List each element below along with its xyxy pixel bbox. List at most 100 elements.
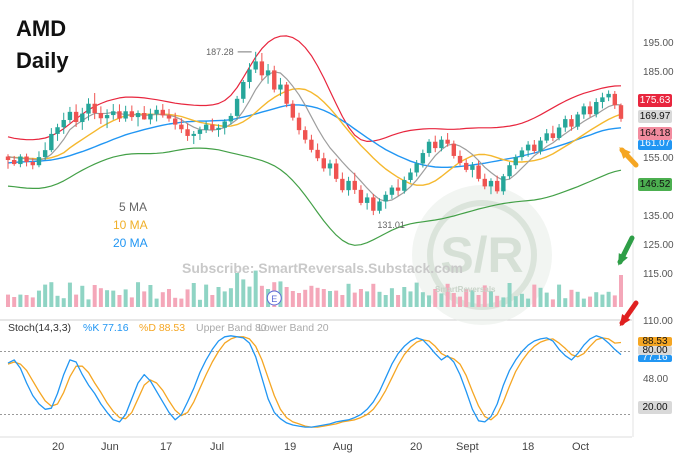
price-tick-185: 185.00	[643, 67, 674, 78]
low-label: 131.01	[377, 220, 405, 230]
x-label-oct: Oct	[572, 441, 590, 453]
candle-body	[296, 117, 302, 131]
candle-body	[166, 115, 172, 119]
volume-bar	[358, 289, 363, 307]
stoch-k-legend: %K 77.16	[83, 322, 129, 334]
red-arrow	[619, 300, 639, 327]
candle-body	[352, 180, 357, 190]
stoch-tick-110: 110.00	[643, 316, 673, 327]
candle-body	[525, 144, 531, 151]
volume-bar	[396, 295, 401, 307]
volume-bar	[538, 287, 543, 307]
volume-bar	[352, 292, 357, 307]
volume-bar	[575, 291, 580, 307]
candle-body	[538, 140, 543, 152]
volume-bar	[458, 296, 463, 307]
stoch-d-line	[7, 336, 622, 428]
candle-body	[42, 150, 48, 158]
volume-bar	[600, 294, 605, 307]
volume-bar	[297, 293, 302, 307]
volume-bar	[67, 282, 72, 307]
volume-bar	[377, 291, 382, 307]
volume-bar	[532, 284, 537, 307]
volume-bar	[80, 285, 85, 307]
volume-bar	[557, 284, 562, 307]
volume-bar	[12, 297, 17, 307]
candle-body	[408, 172, 413, 181]
volume-bar	[210, 295, 215, 307]
ma10-line	[7, 87, 622, 186]
volume-bar	[383, 295, 388, 307]
candle-body	[253, 61, 258, 70]
lower-bollinger-band	[7, 147, 622, 246]
volume-bar	[222, 291, 227, 307]
x-label-17-jun: 17	[160, 441, 173, 453]
volume-bar	[476, 295, 481, 307]
volume-bar	[185, 289, 190, 307]
candle-body	[86, 103, 91, 114]
candle-body	[414, 163, 419, 173]
x-label-sept: Sept	[456, 441, 479, 453]
moving-averages	[7, 71, 622, 202]
candle-body	[55, 127, 60, 134]
watermark-monogram: S/R	[440, 227, 523, 283]
candle-body	[464, 162, 469, 170]
volume-bar	[389, 288, 394, 307]
volume-bar	[61, 298, 66, 307]
candle-body	[142, 113, 147, 120]
volume-bar	[18, 294, 23, 307]
candle-body	[247, 69, 252, 82]
volume-bar	[105, 290, 110, 307]
volume-bar	[439, 293, 444, 307]
candle-body	[228, 115, 234, 122]
candle-body	[569, 119, 574, 127]
volume-bar	[30, 297, 35, 307]
candle-body	[600, 97, 605, 102]
bollinger-bands	[7, 35, 622, 246]
volume-bar	[526, 298, 531, 307]
volume-bar	[488, 291, 493, 307]
x-label-jun: Jun	[101, 441, 119, 453]
ticker-title: AMD	[16, 16, 67, 41]
volume-bar	[427, 295, 432, 307]
volume-bar	[166, 289, 171, 307]
green-arrow-head	[618, 253, 628, 266]
volume-bar	[197, 299, 202, 307]
candle-body	[30, 162, 35, 166]
candle-body	[451, 143, 457, 156]
volume-bar	[24, 295, 29, 307]
candle-body	[272, 70, 277, 90]
candle-body	[544, 133, 549, 141]
volume-bar	[148, 285, 153, 307]
volume-bar	[402, 287, 407, 307]
candle-body	[160, 109, 165, 116]
volume-bar	[544, 292, 549, 307]
price-tick-115: 115.00	[643, 269, 673, 280]
candle-body	[364, 197, 370, 203]
green-arrow	[617, 235, 635, 266]
candle-body	[494, 180, 500, 192]
candle-body	[216, 127, 221, 130]
price-tag-last-close: 169.97	[638, 110, 672, 123]
volume-bar	[259, 285, 264, 307]
candle-body	[284, 84, 289, 104]
stoch-tick-48: 48.00	[643, 374, 669, 385]
candle-body	[104, 115, 110, 119]
volume-bar	[191, 283, 196, 307]
volume-bar	[123, 289, 128, 307]
volume-bar	[160, 292, 165, 307]
annotations: 187.28 131.01 E	[206, 47, 405, 306]
candle-body	[507, 165, 512, 177]
candle-body	[111, 111, 116, 116]
candle-body	[612, 93, 618, 106]
volume-bar	[309, 285, 314, 307]
candle-body	[290, 103, 296, 118]
orange-arrow	[619, 147, 639, 168]
candle-body	[154, 109, 159, 114]
volume-bar	[581, 298, 586, 307]
candle-body	[321, 158, 326, 169]
volume-bar	[173, 297, 178, 307]
candle-body	[222, 121, 227, 128]
candle-body	[241, 81, 246, 99]
